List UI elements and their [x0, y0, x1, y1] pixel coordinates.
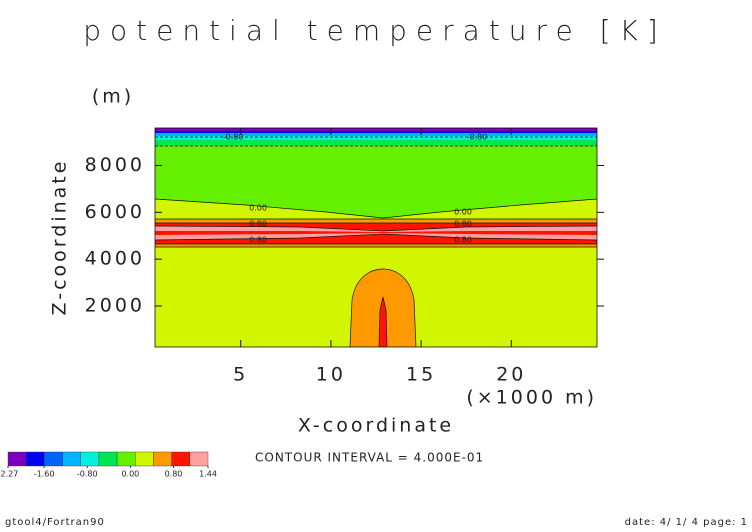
- colorbar-tick-label: 0.80: [165, 470, 183, 479]
- colorbar-swatch: [62, 451, 81, 467]
- colorbar-swatch: [116, 451, 136, 467]
- y-tick-label: 6000: [85, 201, 145, 223]
- contour-label: 0.80: [249, 236, 267, 245]
- contour-label: -0.80: [223, 133, 244, 142]
- colorbar-tick-label: -2.27: [0, 470, 18, 479]
- contour-label: 0.00: [249, 204, 267, 213]
- x-tick-label: 10: [316, 364, 346, 386]
- contour-label: 0.80: [249, 220, 267, 229]
- fill-region: [155, 128, 597, 131]
- fill-region: [155, 226, 597, 232]
- y-tick-label: 8000: [85, 154, 145, 176]
- colorbar-swatch: [153, 451, 172, 467]
- footer-right: date: 4/ 1/ 4 page: 1: [625, 517, 748, 528]
- y-axis-label: Z-coordinate: [49, 159, 71, 316]
- colorbar-swatch: [189, 451, 209, 467]
- contour-line: [155, 218, 597, 248]
- x-unit: (×1000 m): [466, 387, 597, 409]
- colorbar-swatch: [135, 451, 154, 467]
- contour-line: [154, 225, 598, 241]
- colorbar-swatch: [80, 451, 100, 467]
- contour-field: [154, 127, 598, 348]
- fill-region: [155, 145, 597, 218]
- x-tick-label: 20: [496, 364, 526, 386]
- contour-label: 0.80: [454, 236, 472, 245]
- colorbar-swatch: [44, 451, 63, 467]
- colorbar-tick-label: -0.80: [77, 470, 98, 479]
- x-tick-label: 15: [406, 364, 436, 386]
- plot-frame: [154, 127, 598, 348]
- x-tick-label: 5: [233, 364, 248, 386]
- fill-region: [155, 133, 597, 136]
- y-unit: (m): [92, 86, 134, 108]
- fill-region: [155, 131, 597, 133]
- contour-interval: CONTOUR INTERVAL = 4.000E-01: [255, 451, 484, 465]
- y-tick-label: 4000: [85, 248, 145, 270]
- x-axis-label: X-coordinate: [298, 415, 454, 437]
- footer-left: gtool4/Fortran90: [5, 517, 105, 528]
- colorbar-tick-label: 0.00: [121, 470, 139, 479]
- chart-title: potential temperature [K]: [83, 14, 667, 47]
- contour-line: [154, 198, 598, 219]
- fill-region: [155, 140, 597, 146]
- colorbar-swatch: [98, 451, 118, 467]
- contour-label: 0.80: [454, 220, 472, 229]
- colorbar-tick-label: 1.44: [199, 470, 217, 479]
- contour-line: [155, 136, 597, 147]
- contour-label: 0.00: [454, 208, 472, 217]
- colorbar-swatch: [171, 451, 191, 467]
- colorbar-tick-label: -1.60: [34, 470, 55, 479]
- colorbar-swatch: [25, 451, 45, 467]
- y-tick-label: 2000: [85, 295, 145, 317]
- colorbar-swatch: [7, 451, 27, 467]
- fill-region: [155, 136, 597, 140]
- fill-region: [379, 297, 387, 347]
- contour-label: -0.80: [467, 133, 488, 142]
- contour-line: [349, 268, 417, 348]
